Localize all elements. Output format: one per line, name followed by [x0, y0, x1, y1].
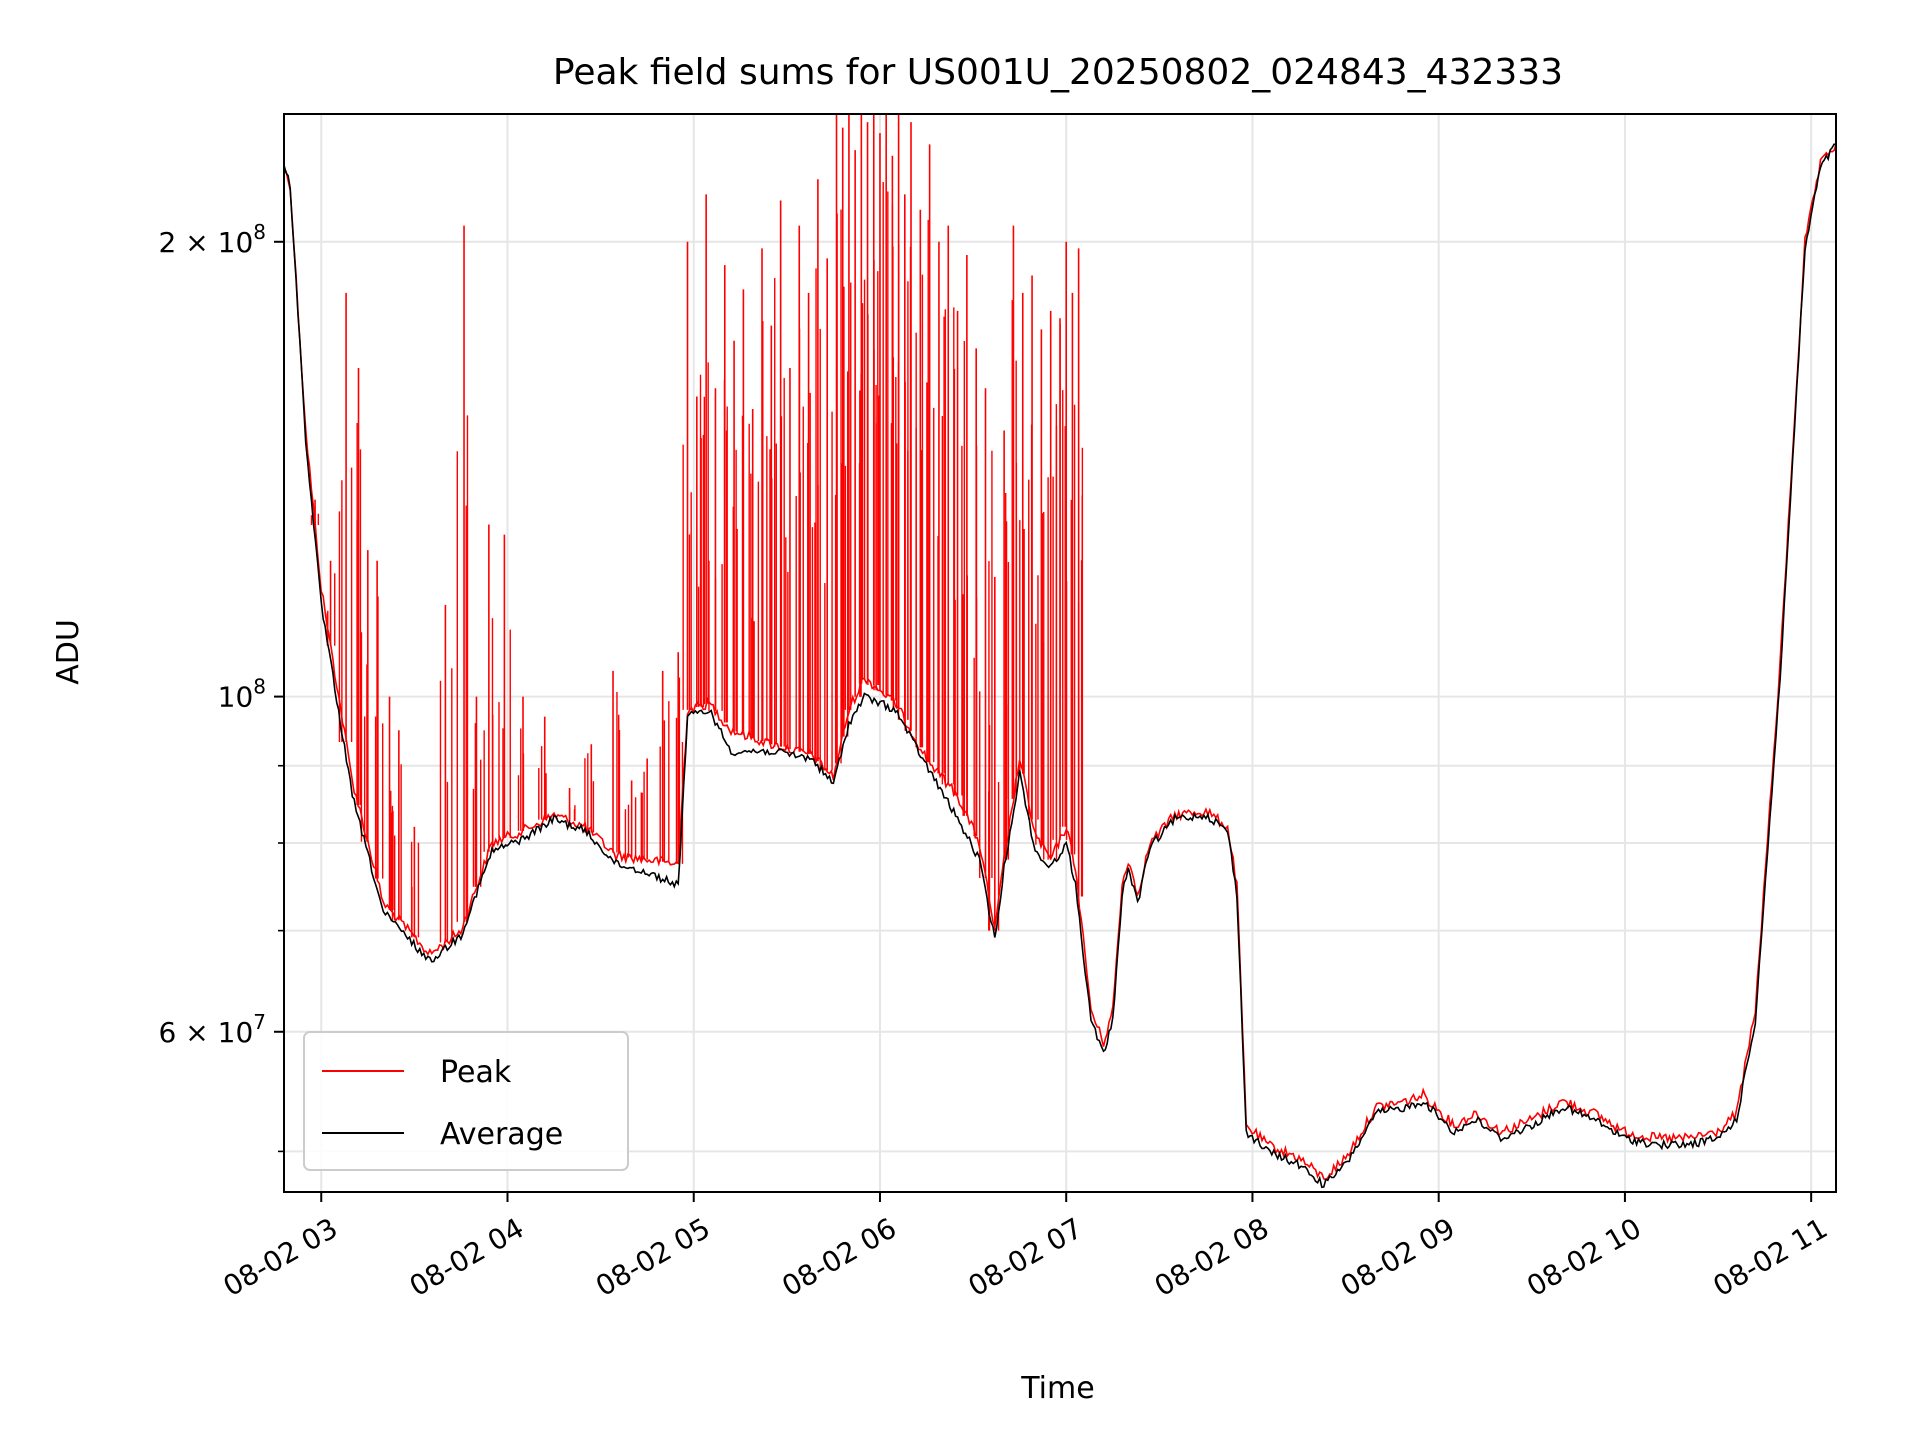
- plot-frame: [283, 113, 1837, 1193]
- legend: Peak Average: [303, 1031, 629, 1171]
- y-tick-label: 6 × 107: [159, 1010, 266, 1049]
- series-average: [284, 143, 1836, 1189]
- legend-box: [303, 1031, 629, 1171]
- y-axis-title: ADU: [51, 619, 86, 685]
- y-tick-label: 108: [218, 675, 266, 714]
- legend-label-peak: Peak: [440, 1055, 512, 1090]
- y-tick-label: 2 × 108: [159, 220, 266, 259]
- chart-title: Peak field sums for US001U_20250802_0248…: [553, 52, 1563, 93]
- x-axis-title: Time: [1020, 1371, 1094, 1406]
- legend-label-average: Average: [440, 1117, 563, 1152]
- plot-area: [284, 114, 1836, 1189]
- series-peak: [284, 114, 1836, 1181]
